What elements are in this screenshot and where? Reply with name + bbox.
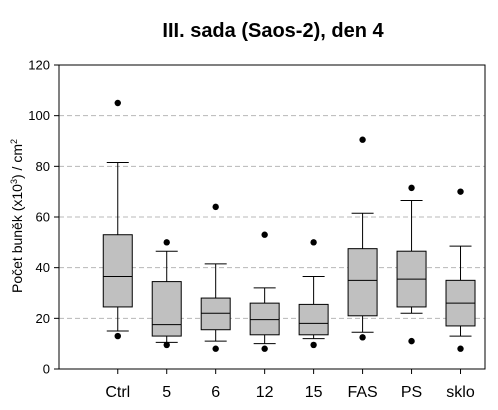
outlier-point <box>408 184 415 192</box>
outlier-point <box>359 334 366 341</box>
x-axis-ticks: Ctrl 5 6 12 15 FAS PS sklo <box>105 369 475 401</box>
outlier-point <box>261 231 268 238</box>
outlier-point <box>359 136 366 143</box>
box-iqr <box>249 302 280 336</box>
outlier-point <box>457 188 464 195</box>
y-tick-label: 0 <box>43 362 50 377</box>
y-tick-label: 60 <box>36 210 50 225</box>
y-axis-label: Počet buněk (x103) / cm2 <box>9 139 25 293</box>
outlier-point <box>114 99 121 107</box>
x-tick-label: 12 <box>256 384 274 401</box>
y-tick-label: 120 <box>28 58 50 73</box>
box-iqr <box>200 297 231 331</box>
y-tick-label: 100 <box>28 108 50 123</box>
x-tick-label: 15 <box>305 384 323 401</box>
outlier-point <box>310 341 317 349</box>
outlier-point <box>163 341 170 349</box>
x-tick-label: 6 <box>211 384 220 401</box>
outlier-point <box>163 239 170 246</box>
outlier-point <box>408 337 415 345</box>
y-tick-label: 40 <box>36 260 50 275</box>
x-tick-label: PS <box>401 384 422 401</box>
outlier-point <box>212 203 219 211</box>
box-iqr <box>151 281 182 337</box>
x-tick-label: 5 <box>162 384 171 401</box>
outlier-point <box>310 239 317 246</box>
outlier-point <box>212 345 219 352</box>
x-tick-label: sklo <box>446 384 475 401</box>
box-iqr <box>102 234 133 308</box>
box-series <box>102 99 476 352</box>
box-iqr <box>298 303 329 336</box>
box-iqr <box>347 248 378 317</box>
x-tick-label: FAS <box>347 384 377 401</box>
outlier-point <box>261 345 268 352</box>
chart-title: III. sada (Saos-2), den 4 <box>162 20 384 42</box>
y-axis-ticks: 0 20 40 60 80 100 120 <box>28 58 59 377</box>
outlier-point <box>457 345 464 352</box>
outlier-point <box>114 332 121 340</box>
x-tick-label: Ctrl <box>105 384 130 401</box>
y-tick-label: 20 <box>36 311 50 326</box>
y-tick-label: 80 <box>36 159 50 174</box>
